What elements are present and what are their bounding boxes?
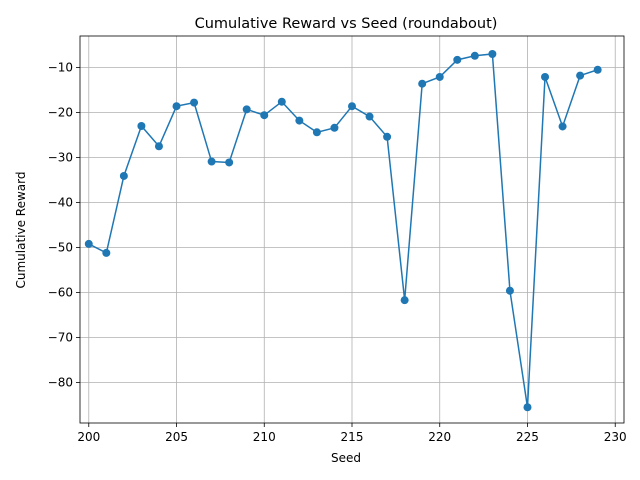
data-point	[242, 105, 251, 114]
data-point	[119, 171, 128, 180]
y-axis: −80 −70 −60 −50 −40 −30 −20 −10	[48, 61, 80, 390]
x-axis: 200 205 210 215 220 225 230	[77, 423, 627, 444]
data-point	[312, 128, 321, 137]
data-point	[400, 296, 409, 305]
data-point	[84, 239, 93, 248]
y-tick-label: −70	[48, 331, 73, 345]
data-point	[207, 157, 216, 166]
x-tick-label: 225	[516, 430, 539, 444]
data-point	[137, 122, 146, 130]
x-tick-label: 215	[341, 430, 364, 444]
y-tick-label: −50	[48, 241, 73, 255]
data-point	[453, 55, 462, 64]
series-group	[84, 50, 602, 412]
data-point	[505, 286, 514, 295]
series-line	[88, 53, 598, 408]
data-point	[488, 50, 497, 58]
y-tick-label: −40	[48, 196, 73, 210]
data-point	[277, 97, 286, 106]
y-tick-label: −10	[48, 61, 73, 75]
y-tick-label: −20	[48, 106, 73, 120]
data-point	[541, 72, 550, 81]
data-point	[295, 116, 304, 125]
data-point	[260, 111, 269, 120]
x-axis-label: Seed	[331, 451, 361, 465]
data-point	[558, 122, 567, 131]
x-tick-label: 220	[428, 430, 451, 444]
y-tick-label: −80	[48, 376, 73, 390]
data-point	[523, 403, 532, 412]
y-axis-label: Cumulative Reward	[14, 172, 28, 289]
x-tick-label: 205	[165, 430, 188, 444]
data-point	[190, 98, 199, 107]
data-point	[418, 79, 427, 88]
data-point	[330, 123, 339, 132]
x-tick-label: 200	[77, 430, 100, 444]
data-point	[576, 71, 585, 80]
data-point	[172, 102, 181, 111]
x-tick-label: 210	[253, 430, 276, 444]
chart-title: Cumulative Reward vs Seed (roundabout)	[195, 16, 498, 32]
data-point	[435, 72, 444, 81]
data-point	[102, 248, 111, 257]
data-point	[593, 65, 602, 74]
data-point	[225, 158, 234, 167]
data-point	[154, 142, 163, 151]
grid	[80, 36, 624, 423]
x-tick-label: 230	[604, 430, 627, 444]
data-point	[383, 132, 392, 141]
data-point	[470, 51, 479, 60]
y-tick-label: −60	[48, 286, 73, 300]
data-point	[348, 102, 356, 111]
y-tick-label: −30	[48, 151, 73, 165]
data-point	[365, 112, 374, 121]
